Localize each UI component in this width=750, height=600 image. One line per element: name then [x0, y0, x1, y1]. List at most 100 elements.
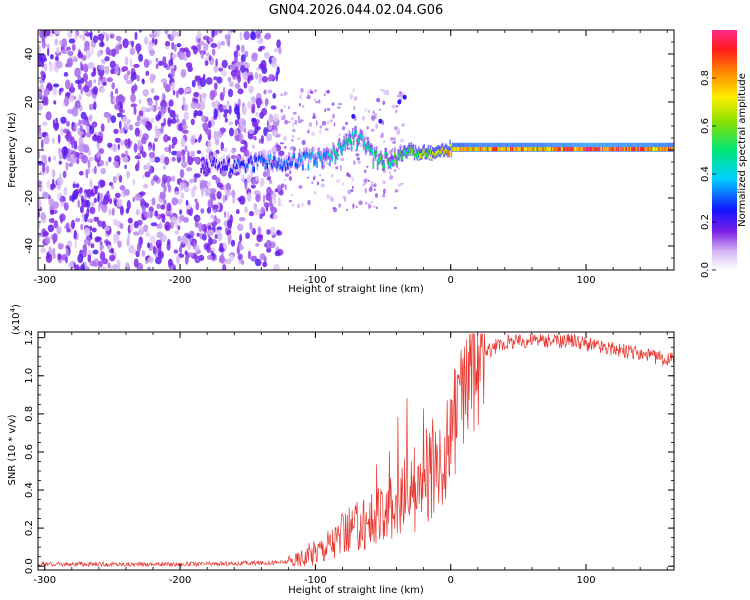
spectrogram-cell: [625, 147, 628, 152]
spectrogram-cell: [382, 100, 386, 106]
snr-y-tick-label: 0.2: [24, 520, 35, 536]
spectrogram-cell: [57, 253, 62, 261]
spectrogram-cell: [368, 145, 370, 150]
spectrogram-cell: [346, 208, 348, 212]
spectrogram-cell: [100, 123, 105, 132]
spectrogram-cell: [258, 74, 262, 84]
spectrogram-cell: [155, 57, 159, 63]
spectrogram-cell: [217, 109, 221, 120]
spectrogram-cell: [190, 150, 196, 158]
spectrogram-cell: [395, 128, 399, 132]
spectrogram-cell: [370, 147, 372, 152]
spectrogram-cell: [208, 55, 212, 62]
spectrogram-cell: [89, 206, 96, 215]
spectrogram-cell: [124, 150, 129, 156]
spectrogram-cell: [144, 202, 150, 208]
spectrogram-cell: [147, 99, 153, 107]
spectrogram-cell: [200, 50, 204, 60]
spectrogram-cell: [301, 139, 306, 146]
spectrogram-cell: [83, 30, 88, 34]
spectrogram-cell: [161, 174, 168, 185]
spectrogram-cell: [294, 119, 297, 125]
spectrogram-cell: [45, 253, 53, 263]
spectrogram-cell: [49, 198, 54, 207]
spectrogram-cell: [171, 197, 179, 206]
spectrogram-cell: [49, 209, 55, 215]
spectrogram-cell: [247, 101, 252, 110]
spectrogram-cell: [148, 151, 156, 158]
spectrogram-cell: [355, 130, 357, 135]
spectrogram-cell: [489, 147, 491, 152]
spectrogram-cell: [334, 157, 337, 164]
spectrogram-cell: [61, 38, 68, 48]
spectrogram-cell: [105, 160, 109, 167]
spectrogram-cell: [160, 105, 167, 115]
spectrogram-cell: [157, 106, 161, 111]
spectrogram-cell: [630, 147, 632, 152]
spectrogram-cell: [444, 149, 446, 155]
spectrogram-cell: [303, 151, 305, 157]
spectrogram-cell: [107, 49, 114, 56]
spectrogram-cell: [252, 166, 254, 172]
spectrogram-cell: [353, 96, 358, 101]
spectrogram-cell: [59, 87, 64, 92]
spectrogram-cell: [291, 139, 294, 142]
spectrogram-cell: [180, 182, 187, 189]
spectrogram-cell: [290, 161, 292, 167]
spectrogram-cell: [517, 147, 520, 152]
spectrogram-cell: [88, 62, 95, 70]
spectrogram-cell: [53, 122, 59, 131]
spectrogram-cell: [58, 160, 62, 165]
spectrogram-cell: [280, 108, 284, 113]
spectrogram-cell: [208, 167, 210, 174]
spectrogram-cell: [40, 212, 46, 220]
spectrogram-cell: [162, 165, 166, 170]
spectrogram-cell: [613, 147, 616, 152]
spectrogram-cell: [210, 43, 218, 48]
spectrogram-cell: [311, 151, 314, 156]
spectrogram-cell: [267, 124, 273, 131]
spectrogram-cell: [301, 202, 304, 207]
spectrogram-cell: [306, 152, 309, 158]
spectrogram-cell: [435, 150, 437, 156]
snr-x-tick-label: -200: [169, 575, 192, 586]
spectrogram-cell: [46, 44, 50, 49]
spectrogram-cell: [371, 149, 373, 155]
spectrogram-cell: [135, 209, 141, 216]
spectrogram-cell: [362, 115, 365, 121]
spectrogram-cell: [311, 132, 315, 136]
spectrogram-cell: [143, 36, 149, 45]
spectrogram-cell: [342, 144, 344, 151]
spectrogram-cell: [115, 95, 120, 105]
spectrogram-cell: [264, 32, 272, 40]
spectrogram-cell: [97, 77, 101, 87]
spectrogram-cell: [379, 157, 381, 164]
spectrogram-cell: [114, 103, 120, 110]
spectrogram-cell: [663, 147, 666, 152]
spectrogram-cell: [285, 173, 290, 177]
spectrogram-cell: [385, 152, 388, 156]
spectrogram-cell: [293, 153, 296, 159]
spectrogram-cell: [635, 147, 638, 152]
spectrogram-cell: [49, 54, 55, 60]
spectrogram-cell: [216, 165, 219, 171]
spectrogram-cell: [125, 208, 130, 214]
spectrogram-cell: [460, 147, 462, 152]
spectrogram-cell: [119, 222, 124, 230]
spectrogram-cell: [441, 147, 444, 151]
spectrogram-cell: [350, 189, 354, 193]
spectrogram-cell: [240, 259, 245, 265]
spectrogram-cell: [516, 147, 519, 152]
spectrogram-cell: [394, 206, 397, 210]
spectrogram-cell: [521, 147, 524, 152]
spectrogram-cell: [459, 147, 461, 152]
spectrogram-cell: [651, 147, 654, 152]
spectrogram-cell: [232, 163, 235, 169]
spectrogram-cell: [227, 159, 229, 165]
spectrogram-cell: [216, 76, 223, 84]
spectrogram-cell: [202, 35, 210, 41]
spectrogram-cell: [300, 159, 302, 163]
spectrogram-cell: [406, 152, 408, 156]
spectrogram-cell: [65, 248, 69, 258]
